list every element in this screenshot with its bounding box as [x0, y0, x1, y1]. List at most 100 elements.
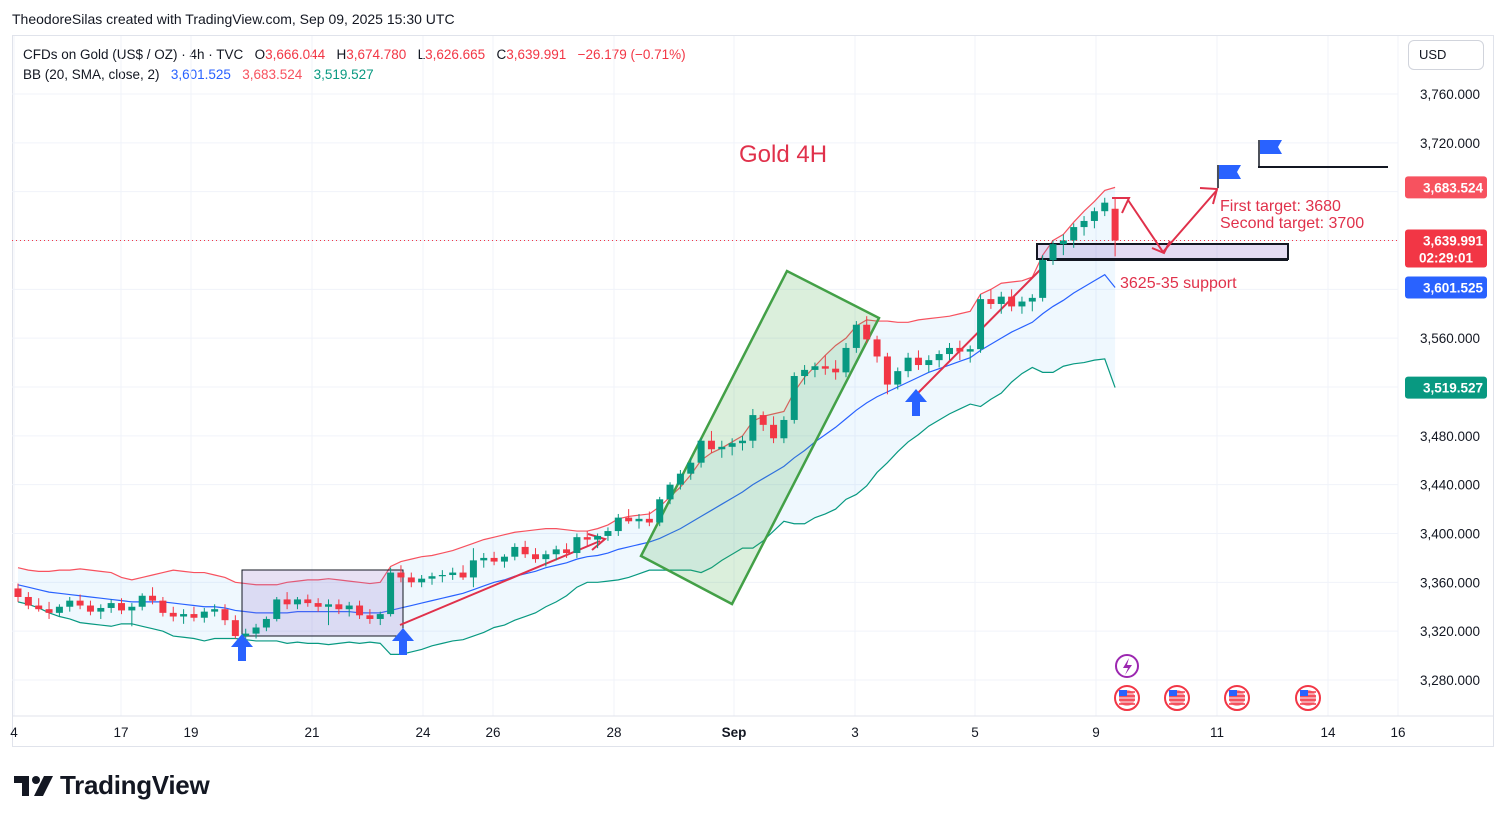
candle[interactable] — [656, 496, 664, 527]
candle[interactable] — [180, 609, 188, 624]
candle[interactable] — [925, 355, 933, 373]
candle[interactable] — [1039, 255, 1047, 302]
candle[interactable] — [987, 289, 995, 309]
first-target-label[interactable]: First target: 3680 — [1220, 198, 1341, 215]
candle[interactable] — [552, 545, 560, 561]
candle[interactable] — [325, 599, 332, 626]
candle[interactable] — [335, 599, 343, 615]
candle[interactable] — [977, 294, 985, 353]
candle[interactable] — [1070, 223, 1078, 248]
candle[interactable] — [749, 408, 757, 449]
candle[interactable] — [511, 543, 519, 561]
range-box-left[interactable] — [241, 569, 404, 637]
candle[interactable] — [149, 587, 157, 605]
signal-markers[interactable] — [231, 140, 1282, 661]
candle[interactable] — [542, 550, 550, 567]
candle[interactable] — [221, 604, 229, 626]
candle[interactable] — [687, 457, 695, 480]
projection-path[interactable] — [1127, 189, 1218, 254]
candle[interactable] — [604, 527, 612, 541]
candle[interactable] — [397, 565, 405, 583]
candle[interactable] — [55, 604, 63, 617]
candle[interactable] — [190, 606, 198, 622]
candle[interactable] — [35, 598, 43, 612]
candle[interactable] — [759, 411, 767, 431]
candle[interactable] — [801, 365, 809, 385]
candle[interactable] — [645, 511, 653, 527]
candle[interactable] — [1101, 197, 1109, 217]
candle[interactable] — [45, 601, 53, 619]
candle[interactable] — [842, 343, 850, 378]
currency-selector[interactable]: USD — [1408, 40, 1484, 70]
candle[interactable] — [366, 609, 374, 624]
buy-arrow-icon[interactable] — [231, 634, 253, 661]
candle[interactable] — [873, 335, 881, 363]
candle[interactable] — [314, 598, 322, 612]
candle[interactable] — [490, 551, 498, 566]
buy-arrow-icon[interactable] — [392, 628, 414, 655]
us-flag-event-icon[interactable] — [1224, 685, 1250, 711]
candle[interactable] — [914, 350, 922, 370]
candle[interactable] — [283, 592, 291, 610]
symbol-label[interactable]: CFDs on Gold (US$ / OZ) · 4h · TVC — [23, 47, 244, 62]
candle[interactable] — [469, 548, 477, 588]
candle[interactable] — [821, 355, 829, 375]
tradingview-logo[interactable]: TradingView — [14, 770, 210, 801]
projection-head-a[interactable] — [1112, 197, 1131, 214]
candle[interactable] — [345, 601, 353, 617]
candle[interactable] — [883, 352, 891, 395]
candle[interactable] — [231, 615, 239, 639]
candle[interactable] — [521, 540, 529, 558]
candle[interactable] — [1111, 197, 1119, 257]
candle[interactable] — [138, 593, 146, 611]
candle[interactable] — [718, 440, 726, 458]
trend-channel-green[interactable] — [639, 269, 881, 606]
candle[interactable] — [293, 596, 301, 610]
candle[interactable] — [459, 565, 467, 580]
candle[interactable] — [532, 548, 539, 563]
candle[interactable] — [956, 340, 964, 361]
candle[interactable] — [14, 583, 22, 602]
candle[interactable] — [304, 594, 312, 607]
chart-pane[interactable] — [12, 35, 1494, 747]
chart-title[interactable]: Gold 4H — [739, 141, 827, 168]
candle[interactable] — [790, 372, 798, 424]
buy-arrow-icon[interactable] — [905, 389, 927, 416]
candle[interactable] — [625, 509, 633, 524]
candle[interactable] — [1028, 294, 1036, 312]
us-flag-event-icon[interactable] — [1114, 685, 1140, 711]
candle[interactable] — [159, 596, 167, 617]
candle[interactable] — [707, 430, 715, 453]
candle[interactable] — [594, 533, 602, 549]
candle[interactable] — [904, 352, 912, 378]
candle[interactable] — [946, 343, 953, 361]
candle[interactable] — [1008, 289, 1016, 312]
second-target-label[interactable]: Second target: 3700 — [1220, 215, 1364, 232]
candle[interactable] — [676, 470, 684, 490]
candle[interactable] — [1080, 216, 1088, 236]
candles[interactable] — [14, 197, 1119, 641]
candle[interactable] — [387, 567, 395, 617]
candle[interactable] — [356, 600, 364, 619]
candle[interactable] — [635, 513, 643, 529]
candle[interactable] — [262, 616, 270, 632]
candle[interactable] — [273, 596, 281, 622]
candle[interactable] — [107, 599, 115, 613]
bb-indicator-label[interactable]: BB (20, SMA, close, 2) — [23, 67, 160, 82]
candle[interactable] — [1018, 296, 1026, 314]
candle[interactable] — [739, 435, 746, 451]
candle[interactable] — [770, 416, 778, 444]
candle[interactable] — [935, 350, 943, 368]
candle[interactable] — [728, 438, 736, 456]
candle[interactable] — [697, 438, 705, 468]
us-flag-event-icon[interactable] — [1164, 685, 1190, 711]
candle[interactable] — [200, 607, 208, 623]
projection-head-c[interactable] — [1199, 187, 1219, 205]
time-axis[interactable]: 4 17 19 21 24 26 28 Sep 3 5 9 11 14 16 — [10, 715, 1494, 740]
drawing-tools[interactable] — [241, 166, 1388, 637]
candle[interactable] — [500, 554, 508, 568]
candle[interactable] — [252, 623, 260, 639]
support-label[interactable]: 3625-35 support — [1120, 275, 1237, 292]
candle[interactable] — [66, 596, 74, 612]
